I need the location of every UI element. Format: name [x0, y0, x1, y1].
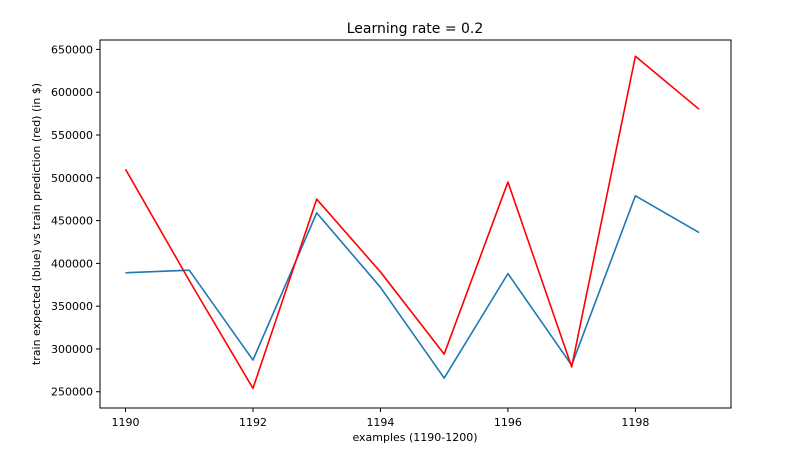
- y-tick-label: 650000: [51, 43, 93, 56]
- y-tick-label: 500000: [51, 172, 93, 185]
- y-tick-label: 400000: [51, 257, 93, 270]
- y-axis-label: train expected (blue) vs train predictio…: [30, 83, 43, 365]
- y-tick-label: 550000: [51, 129, 93, 142]
- y-axis: 250000 300000 350000 400000 450000 500000 5500…: [51, 43, 100, 399]
- y-tick-label: 250000: [51, 386, 93, 399]
- y-tick-label: 600000: [51, 86, 93, 99]
- expected-series-line: [125, 194, 700, 379]
- prediction-series-line: [124, 55, 700, 390]
- plot-area: [99, 39, 732, 409]
- x-tick-label: 1190: [111, 416, 139, 429]
- chart-title: Learning rate = 0.2: [347, 21, 484, 37]
- plot-frame: [99, 39, 732, 409]
- y-tick-label: 300000: [51, 343, 93, 356]
- x-axis: 1190 1192 1194 1196 1198: [111, 408, 649, 429]
- series-layer: [124, 55, 700, 390]
- y-tick-label: 350000: [51, 300, 93, 313]
- y-tick-label: 450000: [51, 215, 93, 228]
- x-tick-label: 1198: [621, 416, 649, 429]
- x-tick-label: 1194: [366, 416, 394, 429]
- x-tick-label: 1192: [239, 416, 267, 429]
- x-axis-label: examples (1190-1200): [352, 431, 477, 444]
- x-tick-label: 1196: [494, 416, 522, 429]
